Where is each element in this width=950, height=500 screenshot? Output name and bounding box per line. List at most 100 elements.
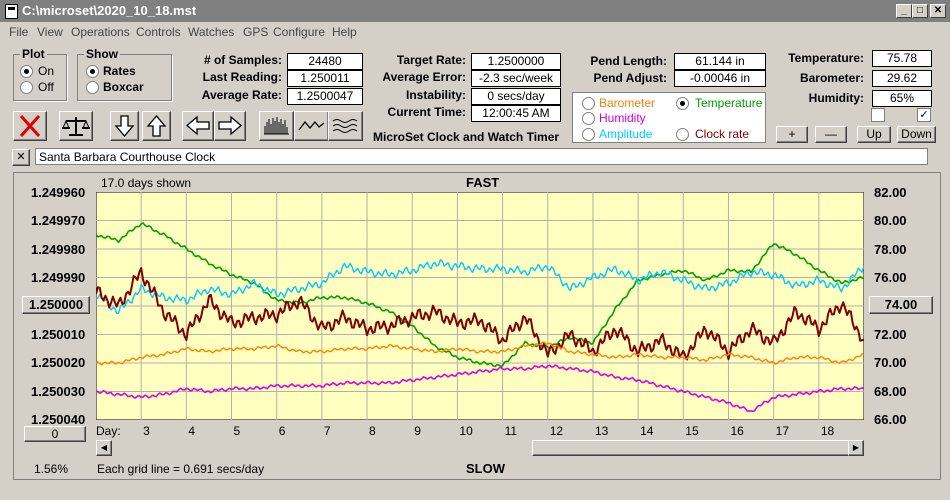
amplitude-radio[interactable] <box>582 128 595 141</box>
app-icon <box>5 4 18 19</box>
sensor-checkbox-left[interactable] <box>871 108 885 122</box>
scale-up-button[interactable]: Up <box>857 126 891 143</box>
instability-field: 0 secs/day <box>471 88 561 105</box>
left-tick: 1.250020 <box>31 355 86 370</box>
pend-adjust-label: Pend Adjust: <box>593 71 667 85</box>
shift-right-button[interactable] <box>214 111 246 141</box>
line-plot-button[interactable] <box>294 111 329 141</box>
clock-rate-radio[interactable] <box>676 128 689 141</box>
clock-rate-option[interactable]: Clock rate <box>695 127 750 141</box>
left-tick: 1.250030 <box>31 384 86 399</box>
temperature-option[interactable]: Temperature <box>695 96 763 110</box>
last-reading-field: 1.250011 <box>287 70 363 87</box>
left-tick: 1.249990 <box>31 270 86 285</box>
day-axis-label: Day: <box>96 424 121 438</box>
maximize-button[interactable]: □ <box>912 4 928 18</box>
series-line-humidity <box>96 364 864 413</box>
day-tick-label: 9 <box>414 424 421 438</box>
shift-up-button[interactable] <box>142 111 171 141</box>
right-current-value-button[interactable]: 74.00 <box>869 296 933 314</box>
current-time-field: 12:00:45 AM <box>471 105 561 122</box>
show-group-title: Show <box>84 47 120 61</box>
app-subtitle: MicroSet Clock and Watch Timer <box>373 130 560 144</box>
percent-label: 1.56% <box>34 462 69 476</box>
clear-button[interactable] <box>13 111 47 141</box>
scroll-thumb[interactable] <box>532 440 850 456</box>
humidity-radio[interactable] <box>582 112 595 125</box>
pend-length-label: Pend Length: <box>590 54 667 68</box>
chart-panel <box>13 172 941 480</box>
day-tick-label: 4 <box>188 424 196 438</box>
close-window-button[interactable]: ✕ <box>930 4 946 18</box>
grid-note-label: Each grid line = 0.691 secs/day <box>97 462 265 476</box>
histogram-icon <box>264 117 289 135</box>
scale-down-button[interactable]: Down <box>897 126 936 143</box>
menu-gps[interactable]: GPS <box>243 25 269 39</box>
menu-help[interactable]: Help <box>332 25 357 39</box>
wave-plot-button[interactable] <box>328 111 363 141</box>
plot-on-radio[interactable] <box>20 65 33 78</box>
show-rates-radio[interactable] <box>86 65 99 78</box>
minimize-button[interactable]: _ <box>896 4 912 18</box>
series-line-amplitude <box>96 259 864 315</box>
plot-group-title: Plot <box>20 47 47 61</box>
barometer-radio[interactable] <box>582 97 595 110</box>
right-tick: 76.00 <box>874 270 907 285</box>
right-tick: 66.00 <box>874 412 907 427</box>
left-tick: 1.249980 <box>31 242 86 257</box>
shift-left-button[interactable] <box>182 111 214 141</box>
samples-field: 24480 <box>287 53 363 70</box>
time-scrollbar[interactable]: ◀ ▶ <box>96 440 864 456</box>
histogram-button[interactable] <box>259 111 294 141</box>
plot-area[interactable] <box>96 192 864 420</box>
show-group: Show Rates Boxcar <box>77 47 172 101</box>
day-tick-label: 7 <box>323 424 331 438</box>
humidity-option[interactable]: Humidity <box>599 111 646 125</box>
menu-operations[interactable]: Operations <box>71 25 130 39</box>
left-reset-button[interactable]: 0 <box>24 426 86 442</box>
day-tick-label: 11 <box>504 424 518 438</box>
temperature-label: Temperature: <box>788 51 864 65</box>
average-error-field: -2.3 sec/week <box>471 70 561 87</box>
red-x-icon <box>19 114 41 138</box>
scroll-left-arrow-icon[interactable]: ◀ <box>96 440 112 456</box>
plot-off-radio[interactable] <box>20 81 33 94</box>
series-line-barometer <box>96 341 864 366</box>
menu-configure[interactable]: Configure <box>273 25 326 39</box>
slow-label: SLOW <box>466 461 505 476</box>
barometer-option[interactable]: Barometer <box>599 96 656 110</box>
scroll-right-arrow-icon[interactable]: ▶ <box>848 440 864 456</box>
scale-minus-button[interactable]: — <box>815 126 847 143</box>
humidity-label: Humidity: <box>808 91 864 105</box>
target-rate-label: Target Rate: <box>396 53 466 67</box>
show-rates-label: Rates <box>103 64 136 78</box>
left-current-value-button[interactable]: 1.250000 <box>22 296 90 314</box>
down-arrow-icon <box>114 115 135 138</box>
day-tick-label: 13 <box>594 424 609 438</box>
day-tick-label: 5 <box>233 424 241 438</box>
amplitude-option[interactable]: Amplitude <box>599 127 653 141</box>
balance-button[interactable] <box>59 111 93 141</box>
menu-watches[interactable]: Watches <box>188 25 235 39</box>
show-boxcar-radio[interactable] <box>86 81 99 94</box>
scale-plus-button[interactable]: + <box>776 126 808 143</box>
wave-icon <box>332 119 358 133</box>
left-arrow-icon <box>185 115 210 136</box>
scroll-track[interactable] <box>112 440 532 456</box>
plot-on-label: On <box>38 64 55 78</box>
left-tick: 1.250010 <box>31 327 86 342</box>
window-title: C:\microset\2020_10_18.mst <box>22 3 197 18</box>
watch-name-input[interactable]: Santa Barbara Courthouse Clock <box>35 148 928 165</box>
plot-off-label: Off <box>38 80 54 94</box>
watch-close-button[interactable]: ✕ <box>12 149 30 166</box>
menu-view[interactable]: View <box>37 25 63 39</box>
menu-file[interactable]: File <box>9 25 29 39</box>
sensor-checkbox-right[interactable]: ✓ <box>917 108 931 122</box>
menu-controls[interactable]: Controls <box>136 25 181 39</box>
temperature-radio[interactable] <box>676 97 689 110</box>
series-line-clock-rate <box>96 267 864 361</box>
series-line-temperature <box>96 222 864 368</box>
shift-down-button[interactable] <box>110 111 139 141</box>
show-boxcar-label: Boxcar <box>103 80 144 94</box>
left-tick: 1.249960 <box>31 185 86 200</box>
